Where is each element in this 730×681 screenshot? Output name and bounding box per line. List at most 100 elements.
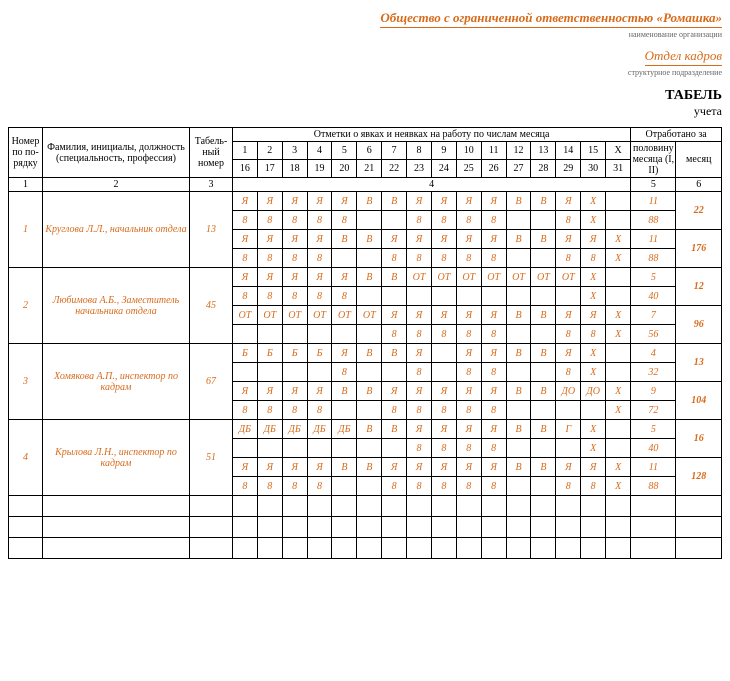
mark-cell: Я xyxy=(581,306,606,325)
month-val: 13 xyxy=(676,344,722,382)
mark-cell: В xyxy=(506,230,531,249)
mark-cell: 8 xyxy=(407,401,432,420)
mark-cell xyxy=(506,325,531,344)
mark-cell xyxy=(357,325,382,344)
emp-tabno: 67 xyxy=(190,344,233,420)
mark-cell: Я xyxy=(456,306,481,325)
mark-cell: 8 xyxy=(431,249,456,268)
mark-cell: В xyxy=(506,382,531,401)
mark-cell: Я xyxy=(456,458,481,477)
mark-cell: Я xyxy=(456,230,481,249)
h-idx: 6 xyxy=(676,178,722,192)
h-marks: Отметки о явках и неявках на работу по ч… xyxy=(232,128,630,142)
half-val: 56 xyxy=(631,325,676,344)
h-day: 23 xyxy=(407,160,432,178)
mark-cell: В xyxy=(357,192,382,211)
mark-cell xyxy=(556,401,581,420)
mark-cell: Я xyxy=(307,382,332,401)
mark-cell xyxy=(431,363,456,382)
mark-cell: 8 xyxy=(382,249,407,268)
mark-cell: ОТ xyxy=(407,268,432,287)
mark-cell xyxy=(506,401,531,420)
mark-cell: 8 xyxy=(456,477,481,496)
emp-name: Крылова Л.Н., инспектор по кадрам xyxy=(42,420,189,496)
mark-cell: 8 xyxy=(332,363,357,382)
mark-cell: Я xyxy=(407,344,432,363)
mark-cell: 8 xyxy=(282,249,307,268)
h-day: 21 xyxy=(357,160,382,178)
mark-cell: Х xyxy=(581,287,606,306)
half-val: 88 xyxy=(631,477,676,496)
dept-sub: структурное подразделение xyxy=(628,68,722,77)
mark-cell: 8 xyxy=(556,249,581,268)
mark-cell: ДО xyxy=(581,382,606,401)
mark-cell: Я xyxy=(456,344,481,363)
dept-name: Отдел кадров xyxy=(645,48,722,66)
month-val: 176 xyxy=(676,230,722,268)
h-day: 3 xyxy=(282,142,307,160)
mark-cell xyxy=(282,325,307,344)
mark-cell xyxy=(407,287,432,306)
mark-cell: Я xyxy=(382,306,407,325)
mark-cell: ОТ xyxy=(332,306,357,325)
mark-cell: Х xyxy=(606,325,631,344)
h-day: X xyxy=(606,142,631,160)
mark-cell: ОТ xyxy=(232,306,257,325)
mark-cell: Я xyxy=(307,458,332,477)
mark-cell: Х xyxy=(606,401,631,420)
mark-cell: 8 xyxy=(257,249,282,268)
h-day: 1 xyxy=(232,142,257,160)
h-idx: 3 xyxy=(190,178,233,192)
mark-cell: 8 xyxy=(282,287,307,306)
mark-cell: Я xyxy=(407,192,432,211)
mark-cell xyxy=(232,439,257,458)
mark-cell: Х xyxy=(606,230,631,249)
h-day: 7 xyxy=(382,142,407,160)
mark-cell: Б xyxy=(282,344,307,363)
mark-cell: Я xyxy=(282,382,307,401)
mark-cell xyxy=(332,249,357,268)
month-val: 96 xyxy=(676,306,722,344)
mark-cell: В xyxy=(531,420,556,439)
mark-cell xyxy=(606,344,631,363)
mark-cell xyxy=(606,287,631,306)
half-val: 11 xyxy=(631,192,676,211)
mark-cell: 8 xyxy=(456,439,481,458)
h-tabno: Табель-ный номер xyxy=(190,128,233,178)
mark-cell: Я xyxy=(456,420,481,439)
half-val: 40 xyxy=(631,439,676,458)
mark-cell xyxy=(606,211,631,230)
mark-cell: В xyxy=(357,382,382,401)
mark-cell: Я xyxy=(481,192,506,211)
mark-cell: Я xyxy=(456,382,481,401)
mark-cell: 8 xyxy=(257,211,282,230)
mark-cell: 8 xyxy=(232,287,257,306)
mark-cell: 8 xyxy=(282,211,307,230)
mark-cell: Я xyxy=(282,458,307,477)
mark-cell: 8 xyxy=(481,401,506,420)
mark-cell: ОТ xyxy=(282,306,307,325)
org-name: Общество с ограниченной ответственностью… xyxy=(380,10,722,28)
half-val: 11 xyxy=(631,230,676,249)
month-val: 128 xyxy=(676,458,722,496)
mark-cell: Я xyxy=(332,344,357,363)
mark-cell: Х xyxy=(581,344,606,363)
mark-cell xyxy=(232,325,257,344)
mark-cell: Я xyxy=(382,458,407,477)
mark-cell xyxy=(556,287,581,306)
mark-cell xyxy=(531,477,556,496)
emp-name: Хомякова А.П., инспектор по кадрам xyxy=(42,344,189,420)
mark-cell: 8 xyxy=(481,211,506,230)
half-val: 72 xyxy=(631,401,676,420)
mark-cell xyxy=(431,287,456,306)
mark-cell xyxy=(257,325,282,344)
mark-cell: В xyxy=(382,268,407,287)
mark-cell: Я xyxy=(232,458,257,477)
org-sub: наименование организации xyxy=(629,30,722,39)
table-row: 3Хомякова А.П., инспектор по кадрам67БББ… xyxy=(9,344,722,363)
mark-cell: Б xyxy=(232,344,257,363)
mark-cell: 8 xyxy=(456,325,481,344)
mark-cell xyxy=(531,325,556,344)
mark-cell: 8 xyxy=(282,401,307,420)
mark-cell: 8 xyxy=(307,249,332,268)
